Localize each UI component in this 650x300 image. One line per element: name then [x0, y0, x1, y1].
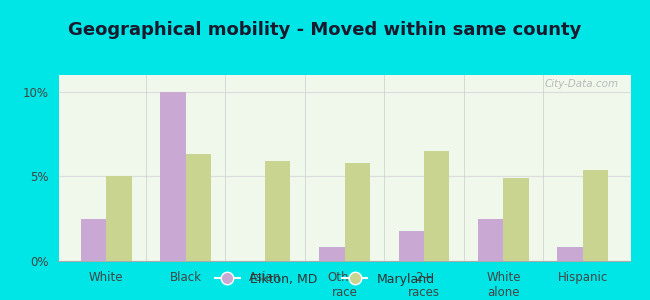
Bar	[478, 219, 503, 261]
Bar	[160, 92, 186, 261]
Text: Geographical mobility - Moved within same county: Geographical mobility - Moved within sam…	[68, 21, 582, 39]
Bar	[186, 154, 211, 261]
Bar	[319, 248, 344, 261]
Text: City-Data.com: City-Data.com	[545, 79, 619, 89]
Bar	[106, 176, 131, 261]
Bar	[503, 178, 529, 261]
Bar	[583, 170, 608, 261]
Legend: Elkton, MD, Maryland: Elkton, MD, Maryland	[210, 268, 440, 291]
Bar	[398, 231, 424, 261]
Bar	[558, 248, 583, 261]
Bar	[424, 151, 449, 261]
Bar	[81, 219, 106, 261]
Bar	[344, 163, 370, 261]
Bar	[265, 161, 291, 261]
